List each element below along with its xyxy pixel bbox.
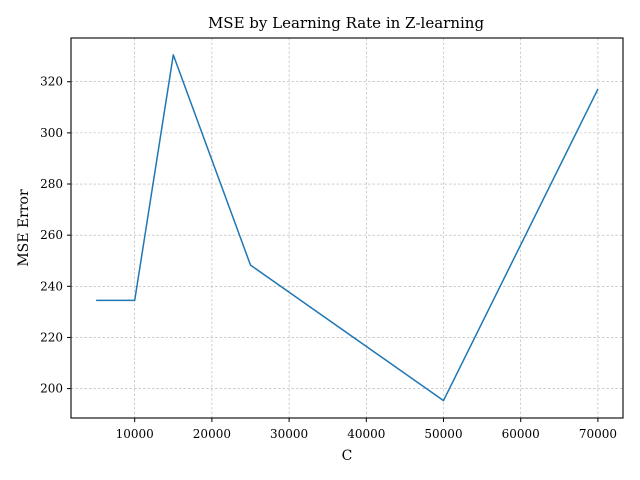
x-tick-label: 40000	[347, 427, 385, 441]
y-tick-label: 320	[40, 75, 63, 89]
y-tick-label: 280	[40, 177, 63, 191]
x-tick-label: 30000	[270, 427, 308, 441]
x-tick-label: 60000	[502, 427, 540, 441]
y-tick-label: 200	[40, 382, 63, 396]
x-tick-label: 70000	[579, 427, 617, 441]
plot-frame	[70, 37, 624, 419]
x-tick-label: 50000	[424, 427, 462, 441]
x-axis-label: C	[342, 448, 353, 464]
y-tick-label: 300	[40, 126, 63, 140]
grid-layer	[71, 38, 623, 418]
y-tick-label: 260	[40, 228, 63, 242]
series-line-0	[96, 54, 599, 402]
tick-layer: 10000 20000 30000 40000 50000 60000 70000 200 22…	[40, 75, 617, 441]
series-layer	[96, 54, 599, 402]
chart-title: MSE by Learning Rate in Z-learning	[208, 14, 485, 32]
x-tick-label: 10000	[116, 427, 154, 441]
y-axis-label: MSE Error	[16, 189, 32, 267]
y-tick-label: 240	[40, 279, 63, 293]
x-tick-label: 20000	[193, 427, 231, 441]
y-tick-label: 220	[40, 330, 63, 344]
